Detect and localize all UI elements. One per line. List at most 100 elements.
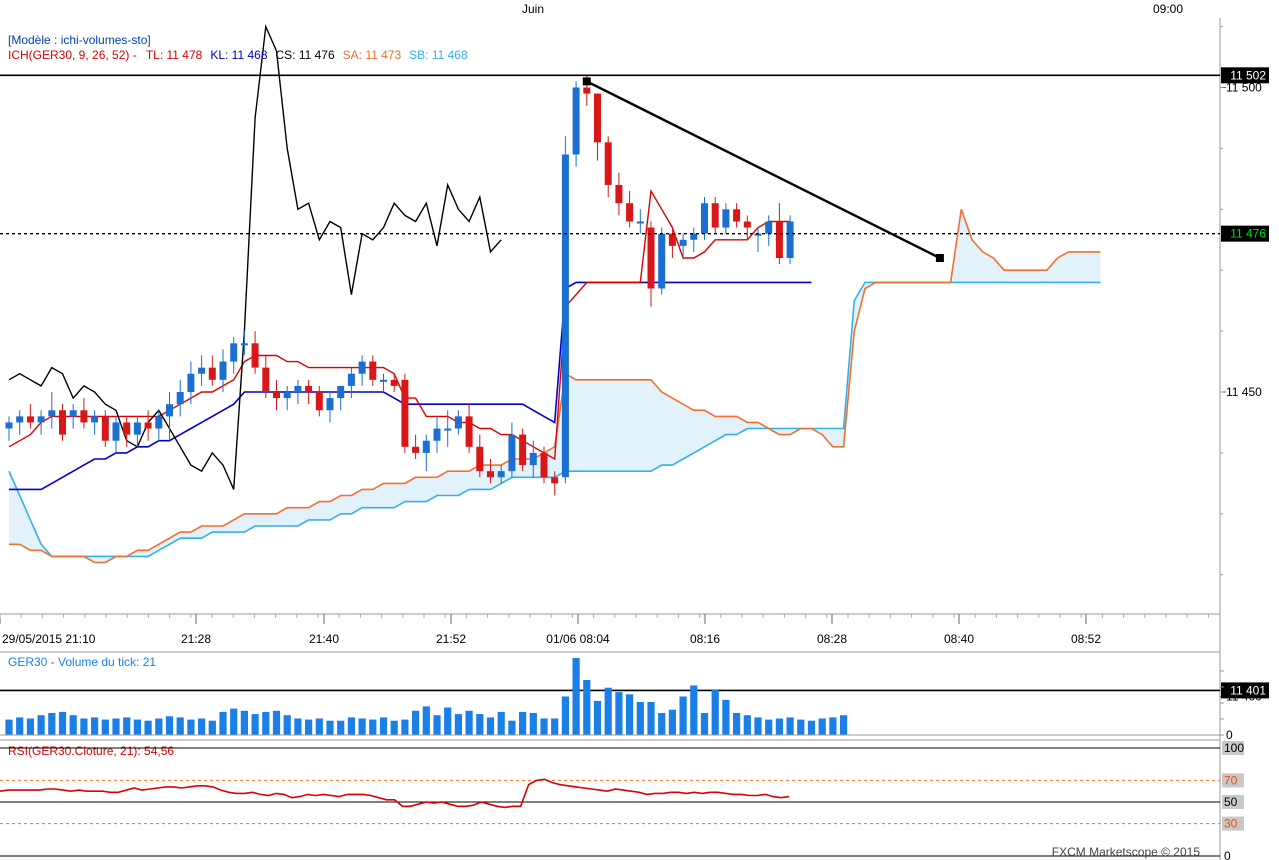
volume-bar	[347, 717, 355, 735]
candle-body	[561, 154, 569, 478]
volume-bar	[326, 720, 334, 735]
volume-bar	[465, 710, 473, 735]
volume-bar	[818, 718, 826, 735]
volume-bar	[219, 711, 227, 735]
time-tick-label: 08:52	[1071, 632, 1101, 646]
candle-body	[91, 416, 99, 423]
candle-body	[262, 367, 270, 392]
time-marker-label: 09:00	[1153, 2, 1183, 16]
volume-bar	[208, 720, 216, 735]
candle-body	[369, 361, 377, 380]
candle-body	[529, 452, 537, 466]
footer-copyright: FXCM Marketscope © 2015	[1052, 845, 1201, 859]
candle-body	[315, 392, 323, 411]
candle-body	[508, 434, 516, 472]
volume-bar	[262, 711, 270, 735]
volume-bar	[840, 715, 848, 735]
volume-bar	[711, 689, 719, 735]
chikou-legend: CS: 11 476	[276, 48, 335, 62]
senkou-a-legend: SA: 11 473	[343, 48, 402, 62]
volume-bar	[829, 717, 837, 735]
candle-body	[626, 203, 634, 222]
candle-body	[208, 367, 216, 380]
candle-body	[101, 416, 109, 441]
volume-bar	[508, 720, 516, 735]
candle-body	[487, 471, 494, 478]
volume-bar	[422, 706, 430, 735]
rsi-polyline	[0, 778, 790, 809]
volume-bar	[743, 715, 751, 735]
candle-body	[380, 379, 387, 382]
candle-body	[240, 343, 248, 346]
price-tick-label: 11 450	[1226, 385, 1262, 399]
candle-body	[711, 203, 719, 228]
candle-body	[743, 221, 751, 228]
volume-bar	[251, 714, 259, 735]
volume-bar	[722, 699, 730, 735]
volume-bar	[26, 718, 34, 735]
candle-body	[176, 392, 184, 405]
candle-body	[604, 142, 612, 185]
volume-title: GER30 - Volume du tick: 21	[8, 655, 156, 669]
candle-body	[615, 184, 623, 204]
volume-bar	[593, 700, 602, 735]
candle-body	[123, 422, 131, 435]
candle-body	[540, 452, 548, 478]
volume-axis-zero: 0	[1226, 728, 1233, 742]
volume-bar	[101, 719, 109, 735]
candle-body	[497, 471, 505, 478]
volume-bar	[112, 718, 120, 735]
time-tick-label: 21:40	[309, 632, 339, 646]
volume-bar	[294, 718, 302, 735]
volume-bar	[16, 717, 24, 735]
volume-bar	[144, 720, 152, 735]
candle-body	[422, 440, 430, 453]
volume-bar	[754, 717, 762, 735]
volume-bar	[786, 717, 794, 735]
candle-body	[444, 428, 452, 431]
ichimoku-legend: ICH(GER30, 9, 26, 52) - TL: 11 478 KL: 11…	[8, 48, 468, 62]
trendline	[582, 77, 944, 263]
volume-bar	[5, 719, 13, 735]
volume-bar	[519, 711, 527, 735]
rsi-level-box	[1222, 741, 1244, 755]
volume-bars	[5, 658, 1224, 736]
volume-bar	[48, 713, 56, 735]
tenkan-line	[8, 188, 791, 461]
rsi-level-box	[1222, 795, 1244, 809]
rsi-level-label: 0	[1224, 849, 1231, 860]
volume-bar	[401, 719, 409, 735]
candle-body	[572, 87, 580, 155]
candle-body	[305, 385, 313, 392]
volume-bar	[305, 719, 313, 735]
candle-body	[112, 422, 120, 441]
candle-body	[401, 379, 409, 447]
volume-bar	[454, 714, 462, 735]
top-marker-strip	[0, 0, 1220, 18]
volume-bar	[658, 713, 666, 735]
volume-bar	[390, 720, 398, 735]
candle-body	[765, 221, 773, 234]
candle-body	[476, 446, 484, 472]
volume-bar	[668, 709, 676, 735]
candle-body	[26, 416, 34, 423]
candle-body	[273, 392, 280, 399]
candle-body	[754, 233, 762, 236]
chikou-line	[8, 23, 502, 490]
volume-bar	[155, 718, 163, 735]
rsi-title: RSI(GER30.Cloture, 21): 54,56	[8, 744, 174, 758]
rsi-panel: RSI(GER30.Cloture, 21): 54,56 100 70 50 30 0…	[0, 739, 1244, 860]
month-marker-label: Juin	[522, 2, 544, 16]
senkou-b-legend: SB: 11 468	[409, 48, 468, 62]
volume-bar	[433, 715, 441, 735]
rsi-levels: 100 70 50 30 0	[0, 741, 1244, 860]
candle-body	[658, 233, 666, 289]
time-tick-label: 29/05/2015 21:10	[2, 632, 96, 646]
candle-body	[294, 385, 302, 392]
candle-body	[155, 416, 163, 429]
price-level-box	[1221, 67, 1269, 84]
trendline-segment	[586, 80, 941, 260]
volume-bar	[765, 719, 773, 735]
